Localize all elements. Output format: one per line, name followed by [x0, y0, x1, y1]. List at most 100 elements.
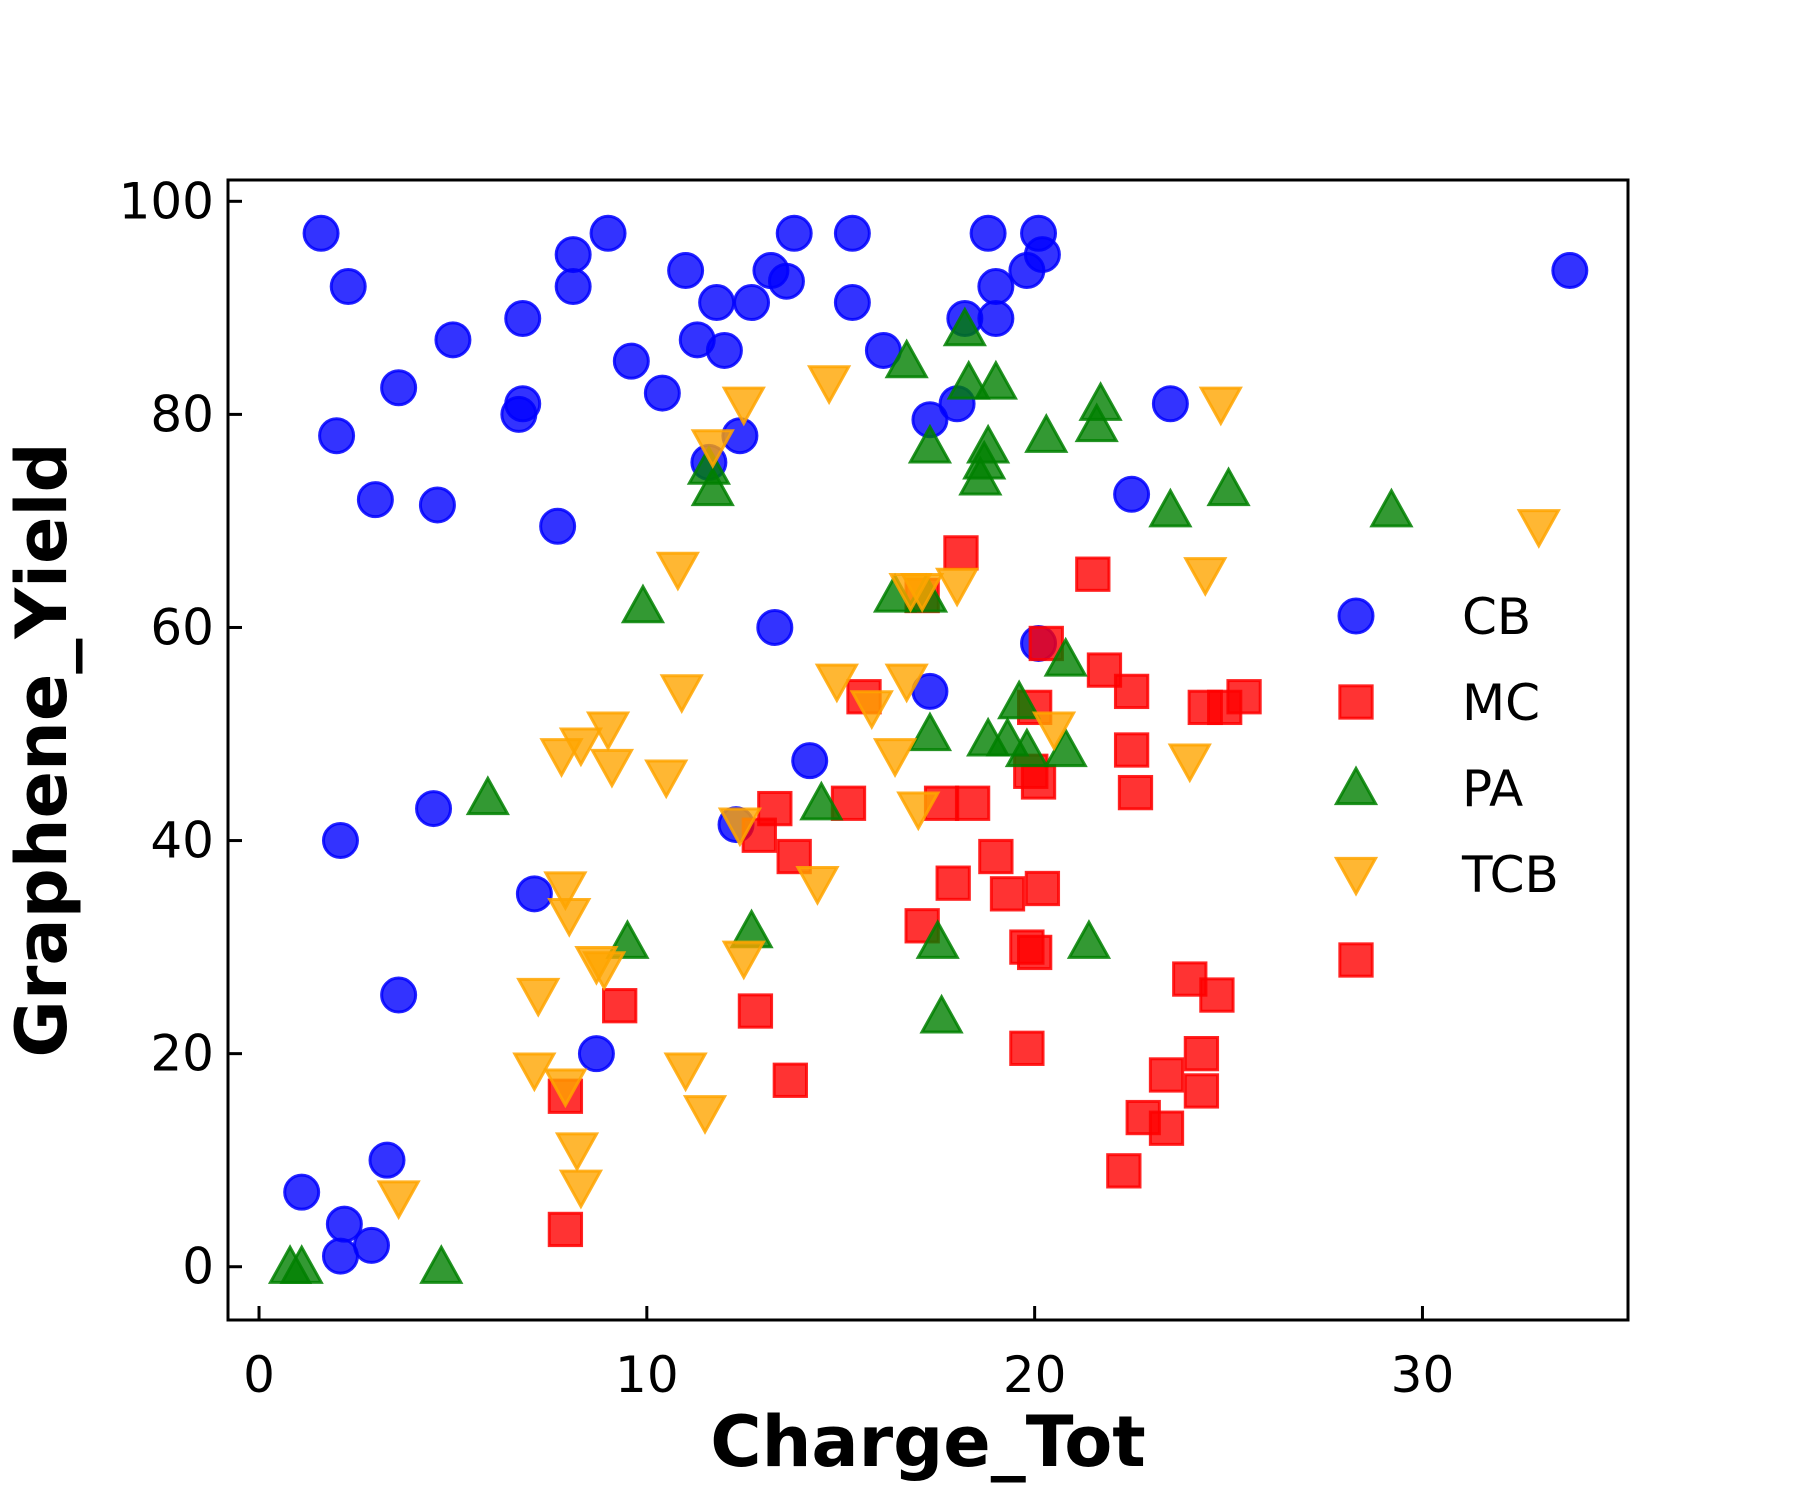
legend-label-3: TCB [1461, 846, 1559, 904]
point-cb-13 [589, 214, 627, 252]
point-pa-25 [1043, 727, 1088, 768]
point-pa-26 [465, 775, 510, 816]
legend: CB MC PA TCB [1333, 588, 1559, 978]
point-tcb-31 [512, 1052, 557, 1093]
point-cb-49 [380, 976, 418, 1014]
y-tick-label: 0 [182, 1238, 214, 1296]
point-tcb-13 [849, 690, 894, 731]
point-tcb-11 [814, 663, 859, 704]
legend-marker-3 [1333, 856, 1379, 897]
y-tick-label: 100 [119, 172, 214, 230]
legend-marker-4 [1338, 942, 1374, 978]
point-mc-5 [1113, 673, 1150, 710]
point-mc-29 [1199, 977, 1235, 1013]
point-tcb-22 [896, 791, 941, 832]
legend-label-2: PA [1462, 760, 1523, 818]
point-cb-0 [302, 214, 340, 252]
point-cb-33 [977, 268, 1015, 306]
x-axis-title: Charge_Tot [710, 1401, 1146, 1483]
point-cb-14 [612, 342, 650, 380]
point-cb-3 [380, 369, 418, 407]
point-cb-6 [418, 486, 456, 524]
point-tcb-10 [659, 674, 704, 715]
point-pa-14 [1148, 487, 1193, 528]
point-tcb-36 [558, 1169, 604, 1210]
point-mc-31 [737, 993, 774, 1029]
point-tcb-34 [682, 1095, 728, 1135]
legend-marker-0 [1337, 597, 1375, 635]
point-cb-1 [329, 268, 367, 306]
point-pa-31 [1066, 919, 1112, 959]
point-pa-30 [915, 919, 960, 959]
point-tcb-32 [663, 1052, 708, 1093]
point-tcb-8 [900, 573, 945, 613]
point-cb-46 [321, 822, 359, 860]
point-tcb-33 [543, 1068, 588, 1109]
point-mc-23 [1024, 870, 1061, 907]
point-pa-3 [973, 359, 1018, 400]
x-tick-label: 20 [1003, 1346, 1067, 1404]
y-tick-label: 20 [150, 1025, 214, 1083]
point-mc-27 [1016, 934, 1053, 971]
point-pa-2 [946, 359, 991, 400]
point-cb-24 [767, 262, 805, 300]
point-cb-45 [415, 790, 453, 828]
point-cb-38 [1113, 475, 1151, 513]
point-tcb-1 [721, 386, 766, 427]
point-pa-1 [884, 338, 929, 379]
point-tcb-23 [717, 807, 763, 848]
point-cb-9 [504, 300, 542, 338]
legend-marker-2 [1333, 765, 1379, 806]
point-cb-52 [283, 1173, 321, 1211]
point-cb-44 [791, 742, 829, 780]
point-mc-30 [602, 988, 638, 1024]
point-cb-11 [554, 236, 592, 274]
point-tcb-12 [884, 663, 929, 704]
point-pa-32 [919, 993, 964, 1034]
y-tick-label: 80 [150, 385, 214, 443]
point-tcb-30 [516, 977, 561, 1018]
point-cb-55 [321, 1237, 359, 1275]
point-pa-20 [997, 679, 1042, 720]
point-cb-54 [352, 1226, 390, 1264]
point-cb-19 [698, 284, 736, 322]
point-mc-1 [1075, 556, 1111, 592]
point-pa-34 [279, 1244, 324, 1284]
point-tcb-4 [1516, 509, 1561, 549]
point-mc-22 [989, 876, 1026, 912]
point-tcb-9 [934, 567, 980, 608]
point-mc-20 [776, 838, 812, 875]
point-tcb-2 [1198, 386, 1243, 427]
axis-ticks: 0 10 20 30 0 20 40 60 80 100 [119, 172, 1455, 1404]
point-pa-35 [419, 1244, 464, 1284]
point-tcb-24 [795, 866, 840, 906]
point-cb-47 [515, 875, 553, 913]
point-pa-13 [1206, 466, 1251, 507]
point-cb-40 [1551, 252, 1589, 290]
point-cb-16 [667, 252, 705, 290]
point-tcb-14 [1031, 711, 1077, 752]
point-pa-21 [907, 711, 953, 752]
legend-marker-1 [1338, 684, 1374, 720]
point-cb-32 [969, 214, 1007, 252]
point-tcb-6 [1183, 557, 1228, 597]
plot-frame [226, 178, 1630, 1322]
legend-label-1: MC [1462, 674, 1540, 732]
point-pa-15 [1369, 487, 1414, 528]
point-cb-27 [833, 284, 871, 322]
point-tcb-5 [655, 551, 700, 592]
point-tcb-35 [554, 1132, 600, 1173]
point-cb-41 [756, 608, 794, 646]
point-tcb-0 [807, 365, 852, 406]
plot-area [267, 214, 1589, 1284]
point-cb-8 [504, 385, 542, 423]
point-pa-0 [942, 306, 987, 347]
point-cb-12 [554, 268, 592, 306]
y-tick-label: 40 [150, 812, 214, 870]
point-pa-19 [1043, 636, 1088, 677]
point-mc-40 [1106, 1153, 1142, 1189]
y-tick-label: 60 [150, 598, 214, 656]
point-pa-24 [1004, 727, 1049, 768]
point-pa-12 [690, 466, 735, 507]
